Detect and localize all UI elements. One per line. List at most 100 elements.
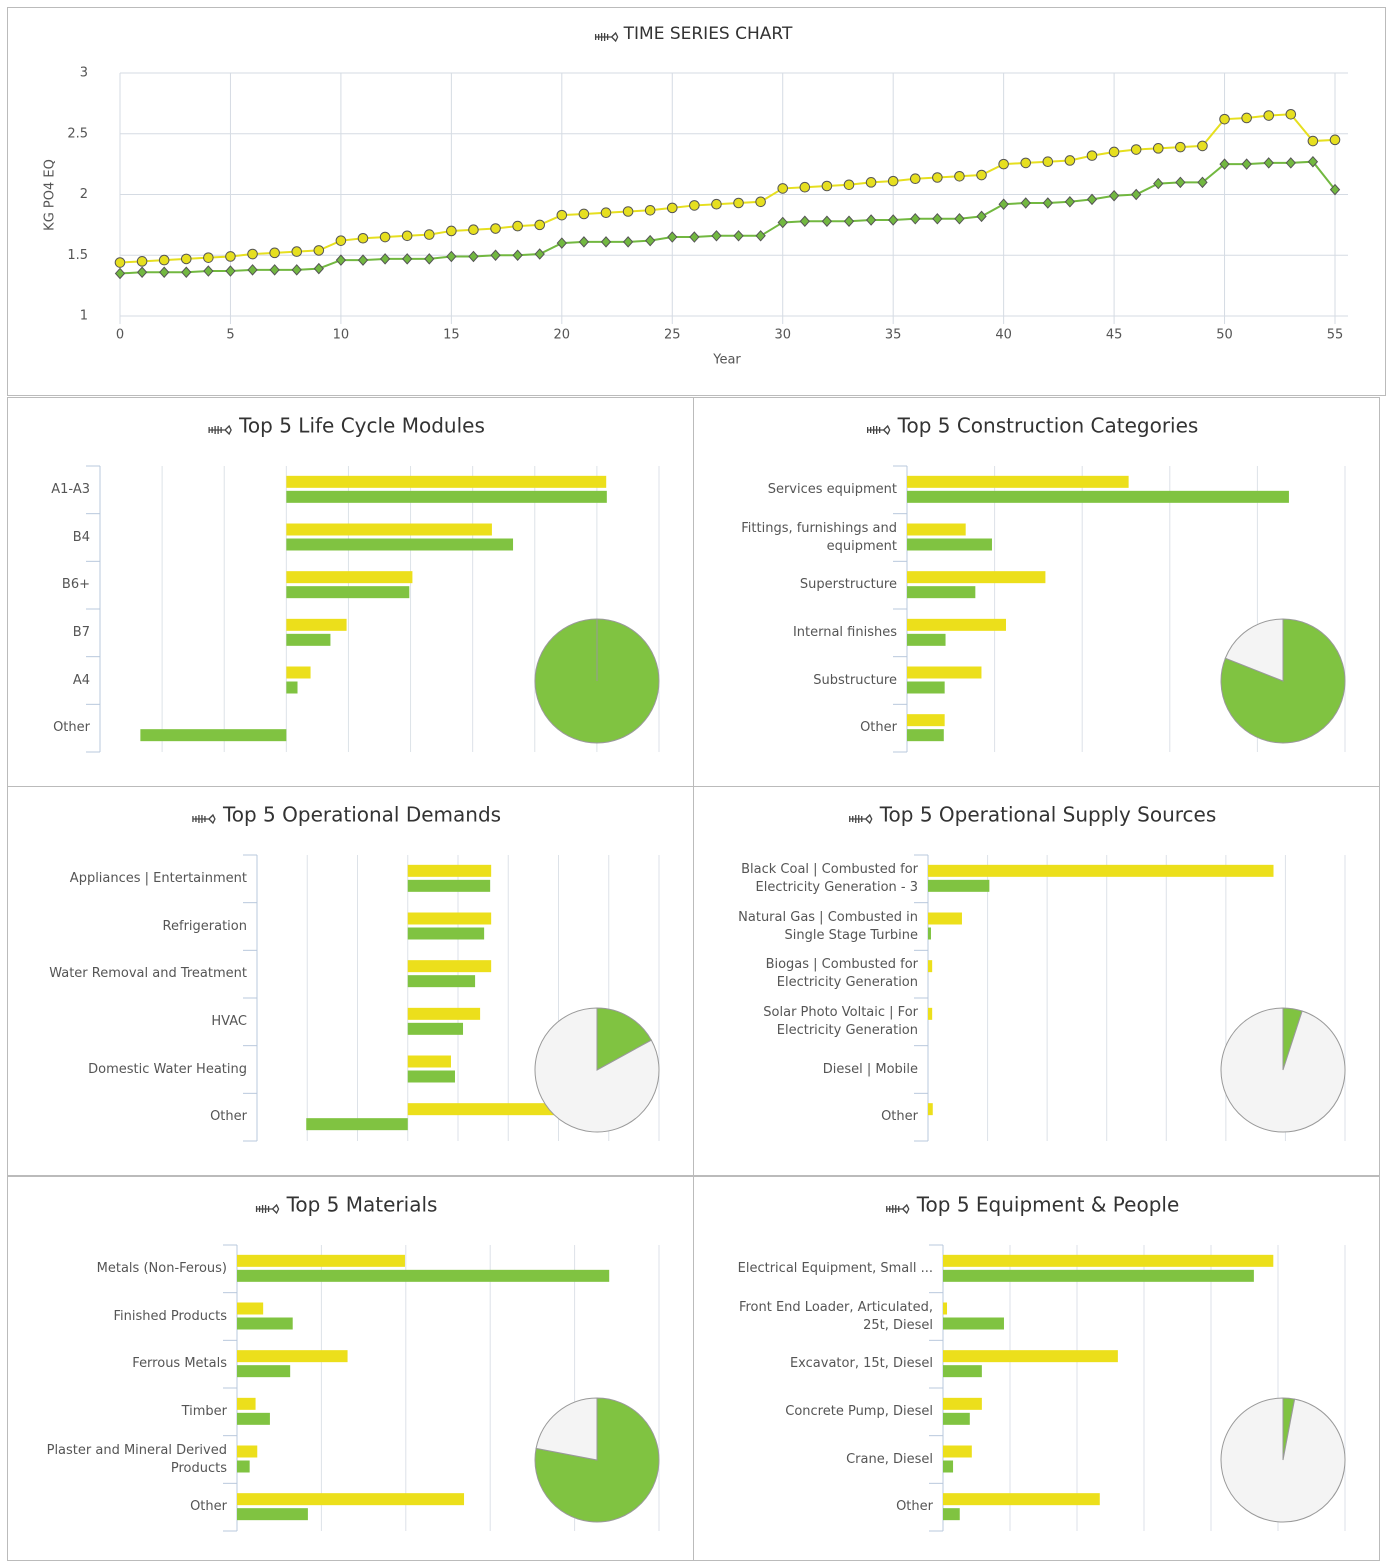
pie-slice <box>534 1007 660 1133</box>
panel-title: Top 5 Operational Supply Sources <box>879 803 1217 827</box>
bar <box>237 1493 465 1506</box>
x-axis-label: Year <box>712 353 741 368</box>
y-tick-label: 2.5 <box>67 126 88 141</box>
y-tick-label: 2 <box>80 187 88 202</box>
bar <box>928 879 990 892</box>
bar <box>907 475 1129 488</box>
bar <box>286 538 514 551</box>
pie-slice <box>1220 1007 1346 1133</box>
x-tick-label: 15 <box>443 328 460 343</box>
category-label: B6+ <box>61 577 90 593</box>
panel-title: Top 5 Operational Demands <box>222 803 501 827</box>
bar <box>928 960 933 973</box>
point <box>578 236 590 248</box>
bar <box>907 586 976 599</box>
point <box>1285 109 1297 120</box>
point <box>446 250 457 263</box>
bar <box>943 1493 1100 1506</box>
point <box>1042 197 1053 209</box>
point <box>158 254 170 266</box>
fish-icon <box>594 31 619 43</box>
point <box>556 209 568 221</box>
point <box>711 230 722 242</box>
bar <box>306 1118 408 1131</box>
point <box>313 262 324 275</box>
point <box>600 207 612 219</box>
point <box>136 266 148 279</box>
category-label: Natural Gas | Combusted in Single Stage … <box>738 909 918 943</box>
point <box>733 230 744 242</box>
point <box>1329 134 1341 146</box>
point <box>1175 176 1186 189</box>
point <box>799 181 811 193</box>
bar <box>286 618 347 631</box>
category-label: HVAC <box>211 1013 247 1029</box>
point <box>1020 197 1031 209</box>
point <box>1263 110 1275 121</box>
panel-title: Top 5 Life Cycle Modules <box>238 414 485 438</box>
point <box>932 213 943 225</box>
bar <box>928 1007 933 1020</box>
point <box>1108 146 1120 158</box>
bar <box>907 714 945 727</box>
point <box>335 254 347 266</box>
bar <box>928 927 931 940</box>
category-label: Excavator, 15t, Diesel <box>789 1356 933 1372</box>
category-label: Biogas | Combusted for Electricity Gener… <box>765 957 918 991</box>
bar <box>943 1460 954 1473</box>
point <box>446 225 457 237</box>
bar <box>237 1460 250 1473</box>
fish-icon-shape <box>849 813 873 825</box>
panel-title: Top 5 Equipment & People <box>916 1193 1180 1217</box>
point <box>777 183 789 194</box>
point <box>1219 158 1230 170</box>
bar <box>237 1445 258 1458</box>
point <box>423 229 435 240</box>
bar <box>286 681 298 694</box>
category-label: A4 <box>72 672 90 688</box>
fish-icon-shape <box>886 1203 910 1215</box>
bar <box>286 586 410 599</box>
point <box>1241 158 1252 170</box>
fish-icon <box>849 813 873 825</box>
point <box>1329 183 1341 196</box>
point <box>357 254 369 266</box>
category-label: Other <box>860 720 897 736</box>
bar <box>286 490 607 503</box>
category-label: A1-A3 <box>51 481 90 497</box>
point <box>932 172 943 183</box>
point <box>888 214 899 226</box>
bar <box>237 1350 348 1363</box>
bar <box>286 475 607 488</box>
point <box>645 234 656 247</box>
point <box>733 197 744 209</box>
point <box>843 179 855 191</box>
point <box>976 169 987 181</box>
bar <box>237 1269 610 1282</box>
point <box>1064 155 1076 166</box>
point <box>755 230 766 242</box>
x-tick-label: 50 <box>1216 328 1233 343</box>
point <box>159 266 170 279</box>
panel-title: Top 5 Construction Categories <box>897 414 1199 438</box>
point <box>291 264 302 276</box>
point <box>335 235 347 246</box>
category-label: B4 <box>72 529 90 545</box>
point <box>468 224 479 236</box>
point <box>1197 176 1208 189</box>
bar <box>237 1317 293 1330</box>
bar <box>907 538 992 551</box>
pie-slice <box>596 1007 653 1071</box>
point <box>1086 193 1098 206</box>
point <box>401 230 413 242</box>
point <box>225 265 236 277</box>
bar <box>407 960 492 973</box>
bar <box>943 1365 982 1378</box>
bar <box>286 666 311 679</box>
x-tick-label: 30 <box>774 328 791 343</box>
x-tick-label: 20 <box>554 328 571 343</box>
point <box>534 248 545 260</box>
point <box>1131 188 1142 201</box>
bar <box>907 681 945 694</box>
point <box>1020 157 1032 169</box>
